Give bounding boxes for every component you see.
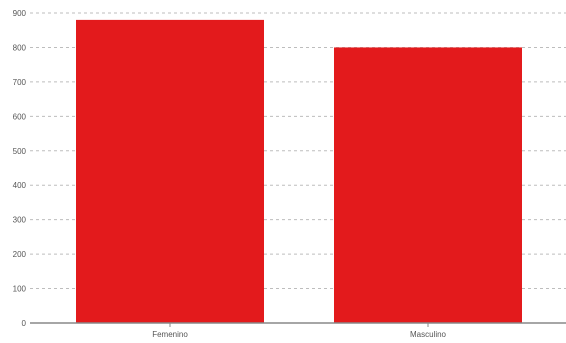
y-tick-label: 400 [13,181,27,190]
bar-masculino [334,47,522,323]
y-tick-label: 300 [13,216,27,225]
y-tick-label: 800 [13,43,27,52]
y-tick-label: 900 [13,9,27,18]
y-tick-label: 500 [13,147,27,156]
x-tick-label: Femenino [152,330,188,339]
x-tick-label: Masculino [410,330,447,339]
y-tick-label: 100 [13,285,27,294]
y-tick-label: 200 [13,250,27,259]
bars [76,19,522,324]
bar-femenino [76,19,264,324]
y-tick-label: 700 [13,78,27,87]
y-axis: 0 100 200 300 400 500 600 700 800 900 [13,9,27,328]
y-tick-label: 0 [22,319,27,328]
x-axis: Femenino Masculino [30,322,566,339]
y-tick-label: 600 [13,112,27,121]
